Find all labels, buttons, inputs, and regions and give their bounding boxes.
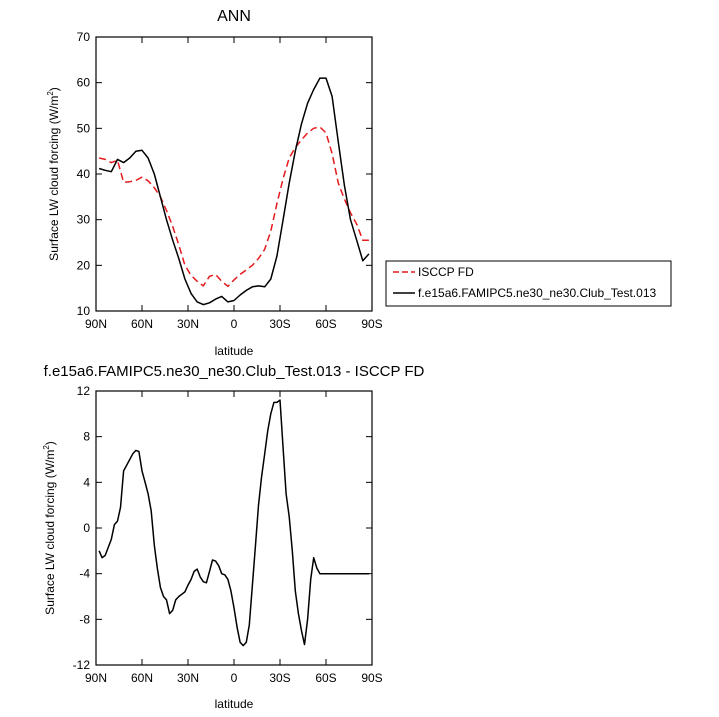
bottom-x-tick-label: 60N bbox=[131, 671, 153, 685]
legend-box bbox=[385, 260, 672, 307]
bottom-y-tick-label: -12 bbox=[73, 658, 91, 672]
bottom-y-tick-label: 8 bbox=[83, 430, 90, 444]
top-x-tick-label: 90S bbox=[361, 317, 382, 331]
top-x-tick-label: 60S bbox=[315, 317, 336, 331]
legend-label-model: f.e15a6.FAMIPC5.ne30_ne30.Club_Test.013 bbox=[418, 286, 656, 300]
top-x-axis-label: latitude bbox=[215, 344, 254, 358]
bottom-chart-title: f.e15a6.FAMIPC5.ne30_ne30.Club_Test.013 … bbox=[44, 363, 425, 380]
top-x-tick-label: 90N bbox=[85, 317, 107, 331]
top-y-tick-label: 70 bbox=[77, 30, 91, 44]
bottom-x-tick-label: 60S bbox=[315, 671, 336, 685]
bottom-y-tick-label: 4 bbox=[83, 475, 90, 489]
top-y-tick-label: 60 bbox=[77, 76, 91, 90]
bottom-y-axis-ticks: -12 -8 -4 0 4 8 12 bbox=[73, 384, 372, 672]
legend: ISCCP FD f.e15a6.FAMIPC5.ne30_ne30.Club_… bbox=[385, 260, 672, 307]
top-y-tick-label: 40 bbox=[77, 167, 91, 181]
bottom-x-tick-label: 30S bbox=[269, 671, 290, 685]
bottom-y-tick-label: 12 bbox=[77, 384, 91, 398]
top-series-line-1 bbox=[98, 77, 370, 306]
top-y-tick-label: 10 bbox=[77, 304, 91, 318]
top-chart-title: ANN bbox=[217, 8, 251, 25]
bottom-x-axis-ticks: 90N 60N 30N 0 30S 60S 90S bbox=[85, 391, 383, 685]
top-plot-frame bbox=[95, 36, 373, 312]
top-x-tick-label: 0 bbox=[231, 317, 238, 331]
legend-label-isccp: ISCCP FD bbox=[418, 265, 474, 279]
top-x-tick-label: 30N bbox=[177, 317, 199, 331]
bottom-y-tick-label: 0 bbox=[83, 521, 90, 535]
bottom-series-line-0 bbox=[98, 399, 369, 647]
top-y-axis-ticks: 10 20 30 40 50 60 70 bbox=[77, 30, 372, 318]
top-y-axis-label: Surface LW cloud forcing (W/m2) bbox=[46, 87, 61, 261]
bottom-x-axis-label: latitude bbox=[215, 697, 254, 711]
top-series-line-0 bbox=[98, 126, 369, 288]
top-panel: ANN 10 20 30 40 50 60 70 90N 60N 30N 0 30S 60S 90S l… bbox=[46, 8, 672, 358]
top-y-tick-label: 50 bbox=[77, 121, 91, 135]
bottom-y-tick-label: -4 bbox=[79, 567, 90, 581]
bottom-panel: f.e15a6.FAMIPC5.ne30_ne30.Club_Test.013 … bbox=[42, 363, 425, 711]
bottom-plot-frame bbox=[95, 390, 373, 666]
top-x-axis-ticks: 90N 60N 30N 0 30S 60S 90S bbox=[85, 37, 383, 331]
bottom-y-axis-label: Surface LW cloud forcing (W/m2) bbox=[42, 441, 57, 615]
top-x-tick-label: 60N bbox=[131, 317, 153, 331]
bottom-x-tick-label: 90S bbox=[361, 671, 382, 685]
bottom-x-tick-label: 90N bbox=[85, 671, 107, 685]
bottom-x-tick-label: 0 bbox=[231, 671, 238, 685]
top-series-lines bbox=[98, 77, 370, 306]
top-x-tick-label: 30S bbox=[269, 317, 290, 331]
bottom-series-lines bbox=[98, 399, 369, 647]
bottom-x-tick-label: 30N bbox=[177, 671, 199, 685]
top-y-tick-label: 30 bbox=[77, 213, 91, 227]
top-y-tick-label: 20 bbox=[77, 258, 91, 272]
bottom-y-tick-label: -8 bbox=[79, 612, 90, 626]
